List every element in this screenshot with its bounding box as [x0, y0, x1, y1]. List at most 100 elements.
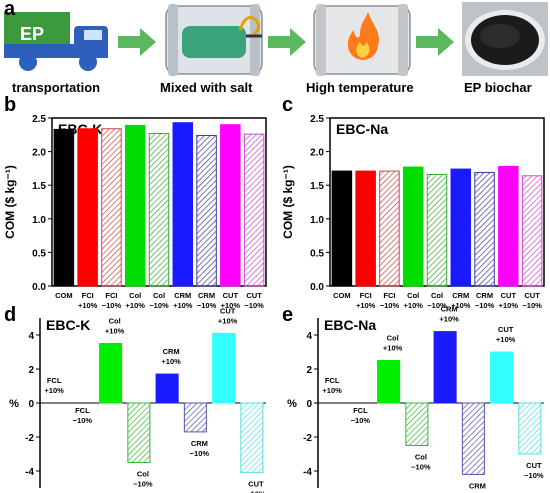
bar [77, 128, 98, 287]
chart-title: EBC-Na [336, 121, 388, 137]
y-tick-label: 4 [306, 331, 312, 342]
flow-arrow-3 [416, 28, 454, 56]
bar-label: +10% [383, 344, 403, 353]
flow-arrow-2 [268, 28, 306, 56]
x-tick-label: +10% [356, 301, 376, 310]
y-tick-label: 2.5 [32, 114, 46, 125]
bar [212, 332, 236, 404]
bar-label: CUT [248, 480, 264, 489]
bar-label: −10% [351, 416, 371, 425]
bar-label: CUT [498, 325, 514, 334]
x-tick-label: Col [129, 291, 141, 300]
x-tick-label: Col [153, 291, 165, 300]
y-tick-label: 2 [28, 365, 34, 376]
bar-label: Col [109, 317, 121, 326]
bar [240, 402, 264, 474]
chart-ebc-k-sensitivity: -4-2024%EBC-KFCL+10%FCL−10%Col+10%Col−10… [9, 306, 266, 493]
x-tick-label: FCI [360, 291, 372, 300]
y-tick-label: 0.5 [310, 248, 324, 259]
y-tick-label: 4 [28, 331, 34, 342]
bar [521, 175, 543, 287]
bar [148, 132, 170, 287]
biochar-dish-icon [462, 2, 548, 76]
bar-label: +10% [44, 386, 64, 395]
x-tick-label: CUT [246, 291, 262, 300]
bar [183, 402, 207, 433]
flow-label-high-temperature: High temperature [306, 80, 414, 95]
x-tick-label: CUT [524, 291, 540, 300]
x-tick-label: −10% [149, 301, 169, 310]
x-tick-label: +10% [451, 301, 471, 310]
x-tick-label: FCI [105, 291, 117, 300]
bar-label: CRM [191, 439, 208, 448]
bar [379, 170, 400, 287]
bar-label: CRM [163, 347, 180, 356]
y-tick-label: 2.0 [310, 148, 324, 159]
x-tick-label: FCI [383, 291, 395, 300]
x-tick-label: −10% [197, 301, 217, 310]
truck-wheel-front [79, 53, 97, 71]
bar [405, 402, 429, 446]
bar-label: CUT [220, 306, 236, 315]
bar-label: −10% [468, 491, 488, 493]
bar-label: −10% [190, 449, 210, 458]
x-tick-label: CRM [198, 291, 215, 300]
y-tick-label: 1.0 [32, 215, 46, 226]
bar [53, 128, 75, 287]
y-tick-label: 1.5 [32, 181, 46, 192]
x-tick-label: +10% [126, 301, 146, 310]
bar-label: CRM [469, 481, 486, 490]
bar [426, 173, 448, 287]
bar-label: FCL [47, 376, 62, 385]
y-axis-label: COM ($ kg⁻¹) [281, 165, 295, 239]
bar-label: −10% [133, 480, 153, 489]
x-tick-label: COM [55, 291, 73, 300]
mixer-vessel-icon [165, 4, 263, 76]
bar-label: FCL [325, 376, 340, 385]
x-tick-label: −10% [522, 301, 542, 310]
process-flow: EP [4, 2, 548, 76]
bar [498, 165, 519, 287]
bar-label: Col [137, 470, 149, 479]
bar-label: −10% [524, 471, 544, 480]
bar [331, 170, 353, 287]
x-tick-label: FCI [82, 291, 94, 300]
truck-wheel-rear [19, 53, 37, 71]
y-tick-label: 1.5 [310, 181, 324, 192]
bar [377, 360, 401, 404]
x-tick-label: −10% [244, 301, 264, 310]
bar [196, 134, 217, 287]
x-tick-label: +10% [404, 301, 424, 310]
bar-label: Col [387, 334, 399, 343]
bar-label: +10% [439, 315, 459, 324]
bar [490, 351, 514, 404]
chart-ebc-na-com: 0.0 0.5 1.0 1.5 2.0 2.5 COM ($ kg⁻¹) EBC-Na COM F… [281, 114, 545, 310]
bar-label: Col [415, 453, 427, 462]
panel-letter-c: c [282, 94, 294, 116]
bar-label: +10% [105, 327, 125, 336]
bar [355, 170, 376, 287]
x-tick-label: CRM [174, 291, 191, 300]
bar [99, 343, 123, 404]
panel-letter-a: a [4, 0, 16, 20]
bar [243, 133, 265, 287]
bar-label: −10% [411, 463, 431, 472]
y-tick-label: -2 [303, 433, 312, 444]
y-tick-label: 0.0 [32, 282, 46, 293]
bar-label: −10% [73, 416, 93, 425]
bar-label: CUT [526, 461, 542, 470]
truck-cargo [4, 12, 70, 50]
y-tick-label: 2.0 [32, 148, 46, 159]
y-tick-label: 2 [306, 365, 312, 376]
panel-letter-e: e [282, 304, 294, 326]
bar-label: −10% [246, 490, 266, 493]
bar-label: +10% [218, 316, 238, 325]
bar [474, 171, 495, 287]
y-tick-label: -2 [25, 433, 34, 444]
y-tick-label: 0.5 [32, 248, 46, 259]
bar-label: +10% [496, 335, 516, 344]
y-axis-label: COM ($ kg⁻¹) [3, 165, 17, 239]
bar [402, 166, 424, 287]
